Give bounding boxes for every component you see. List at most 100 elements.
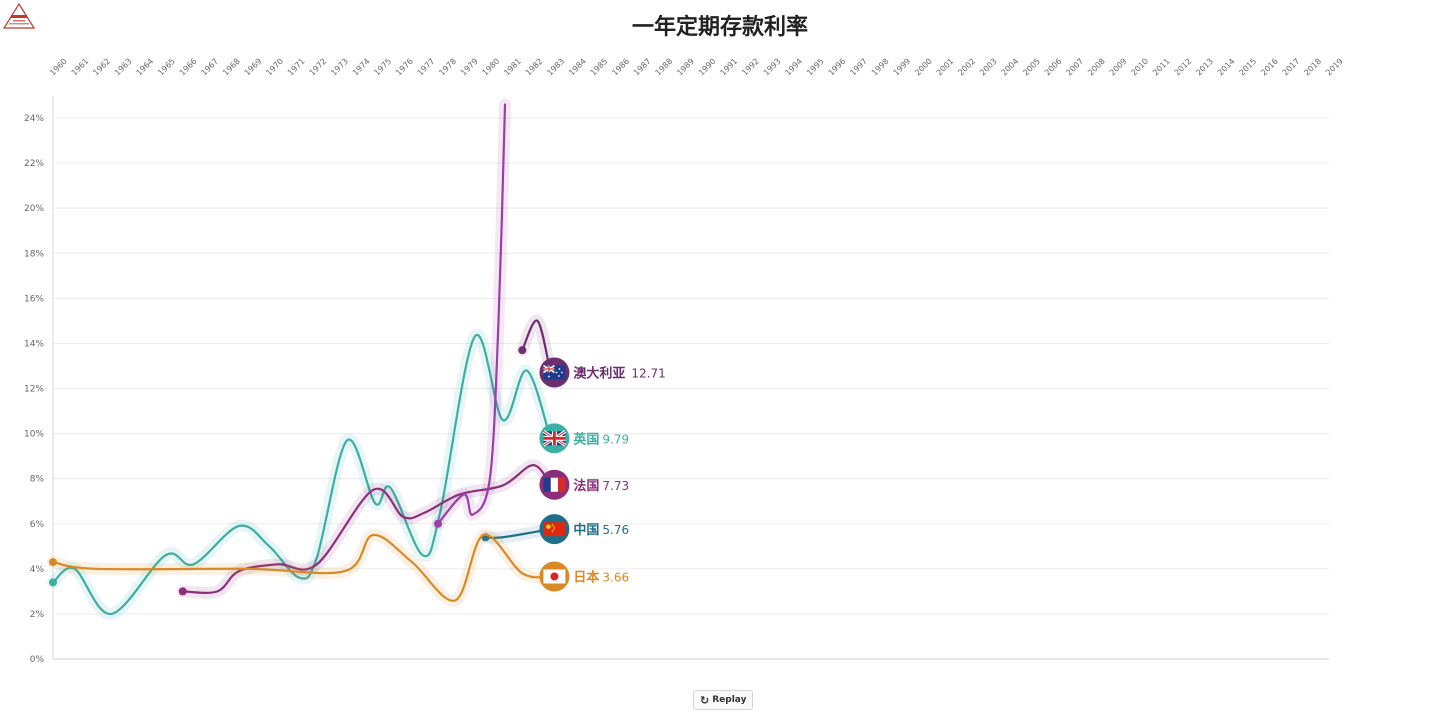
x-tick-label: 1998 [870, 57, 891, 78]
series-line [51, 533, 552, 602]
series-value-label: 5.76 [602, 523, 629, 537]
x-tick-label: 1966 [178, 57, 199, 78]
x-tick-label: 2005 [1021, 57, 1042, 78]
end-labels: 澳大利亚 12.71 英国 9.79 法国 7.73 中国 5.76 日本 3.66 [539, 357, 666, 592]
end-label: 英国 9.79 [539, 423, 629, 454]
flag-stripe [550, 477, 559, 492]
x-tick-label: 2001 [935, 57, 956, 78]
uk-flag [542, 430, 567, 447]
replay-icon: ↻ [700, 693, 710, 707]
y-tick-label: 16% [24, 294, 44, 304]
x-tick-label: 1987 [632, 57, 653, 78]
france-flag [543, 477, 566, 492]
x-tick-label: 2008 [1086, 57, 1107, 78]
x-tick-label: 1983 [545, 57, 566, 78]
series-start-dot [49, 578, 57, 587]
x-tick-label: 2012 [1173, 57, 1194, 78]
series-value-label: 12.71 [631, 366, 665, 380]
x-tick-label: 1965 [156, 57, 177, 78]
x-tick-label: 2016 [1259, 57, 1280, 78]
flag-star [551, 523, 554, 526]
x-tick-label: 2014 [1216, 57, 1237, 78]
flag-stripe [543, 477, 551, 492]
series-1 [516, 314, 557, 379]
x-tick-label: 1999 [892, 57, 913, 78]
replay-label: Replay [712, 695, 747, 705]
y-tick-label: 0% [30, 655, 45, 665]
x-tick-label: 2003 [978, 57, 999, 78]
x-tick-label: 2007 [1065, 57, 1086, 78]
y-tick-label: 14% [24, 339, 44, 349]
japan-flag [543, 569, 566, 584]
x-tick-label: 1976 [394, 57, 415, 78]
x-tick-label: 1985 [589, 57, 610, 78]
series-3 [176, 459, 557, 599]
x-tick-label: 1993 [762, 57, 783, 78]
x-tick-label: 1996 [827, 57, 848, 78]
x-tick-label: 1973 [329, 57, 350, 78]
series-name-label: 中国 [573, 522, 599, 538]
series-name-label: 英国 [572, 431, 599, 447]
x-tick-label: 2004 [1000, 57, 1021, 78]
x-tick-label: 2002 [956, 57, 977, 78]
series-name-label: 日本 [573, 569, 599, 585]
x-tick-label: 1977 [416, 57, 437, 78]
x-tick-label: 1960 [48, 57, 69, 78]
series-value-label: 7.73 [602, 479, 629, 493]
x-tick-label: 1975 [372, 57, 393, 78]
australia-flag [542, 364, 566, 380]
x-tick-label: 2015 [1238, 57, 1259, 78]
series-value-label: 3.66 [602, 570, 629, 584]
x-tick-label: 1978 [437, 57, 458, 78]
series-start-dot [518, 346, 527, 355]
flag-star [548, 375, 550, 378]
replay-button[interactable]: ↻ Replay [693, 690, 754, 710]
end-label: 日本 3.66 [539, 561, 629, 592]
y-tick-label: 12% [24, 385, 44, 395]
x-tick-label: 1971 [286, 57, 307, 78]
x-tick-label: 1972 [308, 57, 329, 78]
x-tick-label: 1979 [459, 57, 480, 78]
x-tick-label: 1984 [567, 57, 588, 78]
flag-star [558, 368, 561, 370]
series-2 [47, 328, 557, 620]
end-label: 中国 5.76 [539, 514, 629, 545]
series-start-dot [178, 587, 187, 596]
flag-cross [543, 436, 566, 440]
x-tick-label: 1982 [524, 57, 545, 78]
flag-star [553, 525, 555, 528]
chart-title: 一年定期存款利率 [632, 14, 808, 40]
x-tick-label: 2013 [1194, 57, 1215, 78]
series-line [436, 103, 507, 525]
china-flag [543, 522, 566, 537]
y-tick-label: 8% [30, 475, 45, 485]
x-tick-label: 1988 [654, 57, 675, 78]
y-tick-label: 18% [24, 249, 44, 259]
x-tick-label: 1980 [481, 57, 502, 78]
series-lines [47, 98, 557, 620]
end-label: 澳大利亚 12.71 [539, 357, 666, 388]
x-tick-label: 1969 [243, 57, 264, 78]
series-value-label: 9.79 [602, 432, 629, 446]
x-tick-label: 1974 [351, 57, 372, 78]
x-tick-label: 1997 [848, 57, 869, 78]
x-tick-label: 1981 [502, 57, 523, 78]
y-tick-label: 2% [30, 610, 45, 620]
series-start-dot [433, 519, 442, 528]
y-tick-label: 4% [30, 565, 45, 575]
x-tick-label: 2017 [1281, 57, 1302, 78]
y-tick-label: 22% [24, 159, 44, 169]
x-tick-label: 2018 [1302, 57, 1323, 78]
flag-star [553, 528, 555, 530]
x-tick-label: 1970 [264, 57, 285, 78]
x-tick-label: 1990 [697, 57, 718, 78]
logo-icon [2, 2, 36, 29]
flag-star [558, 375, 560, 377]
x-axis: 1960 1961 1962 1963 1964 1965 1966 1967 1968 1969… [48, 57, 1345, 78]
x-tick-label: 2011 [1151, 57, 1172, 78]
y-tick-label: 20% [24, 204, 44, 214]
x-tick-label: 1963 [113, 57, 134, 78]
gridlines [53, 117, 1329, 660]
x-tick-label: 2019 [1324, 57, 1345, 78]
